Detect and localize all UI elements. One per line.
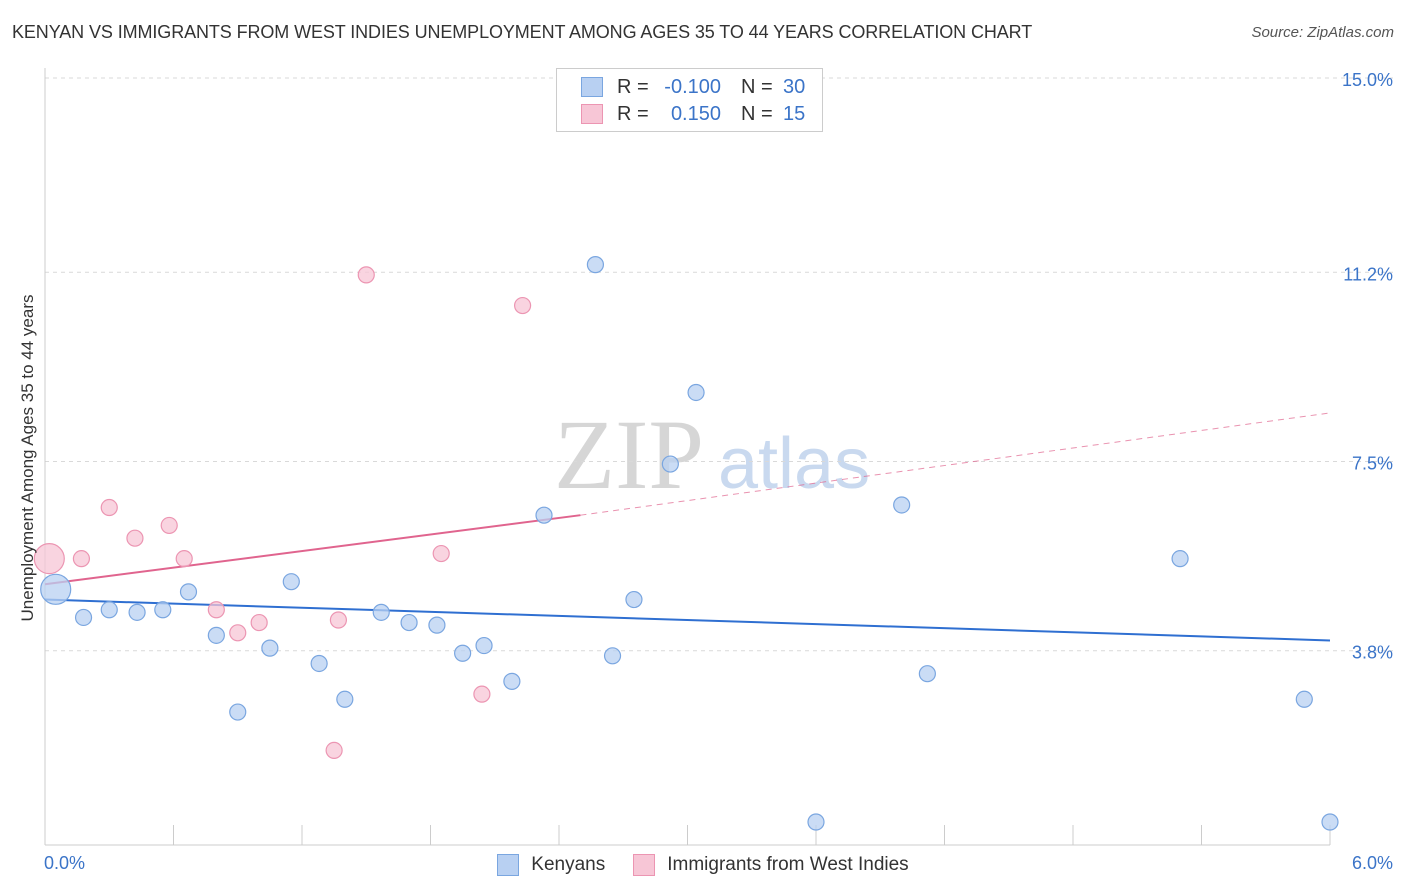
west-indies-point [432,544,450,563]
bottom-legend-west-indies: Immigrants from West Indies [633,854,909,876]
data-points [33,256,1339,831]
bottom-legend: Kenyans Immigrants from West Indies [0,852,1406,878]
kenyans-point [687,383,705,402]
kenyans-point [100,601,118,619]
west-indies-point [175,550,193,568]
kenyans-point [154,601,172,619]
west-indies-point [357,266,375,284]
kenyans-point [625,590,643,609]
watermark-zip: ZIP [554,399,704,510]
kenyans-point [661,455,679,473]
kenyans-point [229,703,247,721]
legend-r-value: -0.100 [664,75,721,98]
west-indies-point [513,296,532,315]
legend-row-west-indies: R = 0.150 N = 15 [581,102,805,126]
legend-n-value: 15 [783,102,806,125]
x-tick-label-min: 0.0% [44,853,86,873]
legend-swatch-west-indies [581,104,603,124]
legend-swatch-kenyans [581,77,603,97]
bottom-legend-label-west-indies: Immigrants from West Indies [667,854,909,875]
bottom-legend-swatch-kenyans [497,854,520,876]
x-tick-label-max: 6.0% [1351,853,1393,873]
legend-r-label: R = [617,75,649,98]
west-indies-point [72,550,91,568]
west-indies-point [100,498,118,517]
legend-r-label: R = [617,102,649,125]
kenyans-point [454,644,472,662]
west-indies-point [250,613,268,632]
legend: R = -0.100 N = 30 R = 0.150 N = 15 [556,68,823,132]
legend-row-kenyans: R = -0.100 N = 30 [581,75,805,99]
y-axis-label: Unemployment Among Ages 35 to 44 years [18,294,37,622]
kenyans-point [336,690,354,708]
kenyans-point [282,573,300,591]
kenyans-point [503,672,521,690]
legend-n-value: 30 [783,75,806,98]
west-indies-point [33,543,65,575]
kenyans-point [310,654,328,673]
y-tick-label: 7.5% [1352,454,1393,474]
west-indies-point [473,685,491,703]
kenyans-point [179,583,198,601]
west-indies-point [325,741,343,760]
chart-title: KENYAN VS IMMIGRANTS FROM WEST INDIES UN… [12,22,1033,42]
y-tick-label: 11.2% [1343,264,1393,284]
kenyans-point [40,573,72,605]
y-tick-labels: 3.8% 7.5% 11.2% 15.0% [1342,70,1393,663]
kenyans-point [535,506,553,524]
west-indies-point [329,611,348,629]
kenyans-point [807,813,825,831]
chart-source: Source: ZipAtlas.com [1251,24,1394,41]
kenyans-point [1295,690,1313,708]
watermark: ZIP atlas [554,399,870,510]
watermark-atlas: atlas [718,424,870,504]
kenyans-point [1171,550,1189,568]
west-indies-point [160,516,178,535]
kenyans-point [128,603,146,621]
kenyans-point [428,616,446,634]
kenyans-trend-line [44,598,1331,642]
kenyans-point [893,496,911,514]
grid-lines [45,77,1395,652]
legend-r-value: 0.150 [670,102,721,125]
west-indies-trend-extension [580,412,1331,516]
kenyans-point [74,608,93,627]
bottom-legend-label-kenyans: Kenyans [531,854,606,875]
west-indies-trend-line [44,514,581,586]
legend-n-label: N = [741,75,773,98]
kenyans-point [586,256,605,274]
y-tick-label: 3.8% [1352,643,1393,663]
west-indies-point [229,624,247,642]
bottom-legend-swatch-west-indies [633,854,656,876]
y-tick-label: 15.0% [1342,70,1393,90]
kenyans-point [400,613,418,632]
west-indies-point [207,601,225,619]
bottom-legend-kenyans: Kenyans [497,854,605,876]
kenyans-point [918,665,936,683]
trend-lines [44,412,1331,642]
kenyans-point [261,639,279,657]
legend-n-label: N = [741,102,773,125]
kenyans-point [1321,813,1339,831]
axes [44,68,1331,846]
kenyans-point [207,626,225,644]
kenyans-point [475,636,493,655]
kenyans-point [372,603,390,621]
kenyans-point [603,647,622,665]
west-indies-point [126,529,144,547]
